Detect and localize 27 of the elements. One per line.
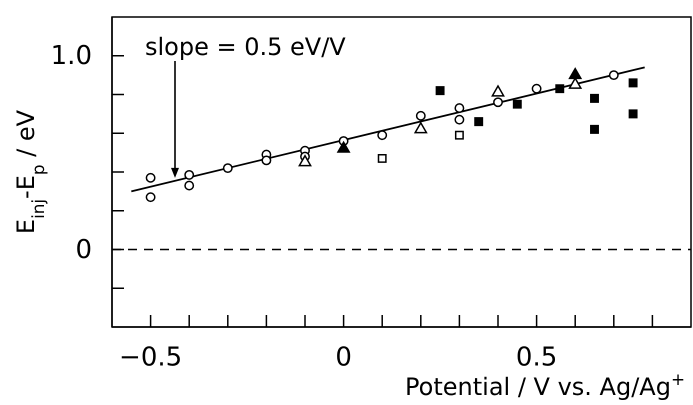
- point: [628, 78, 638, 88]
- annotation: slope = 0.5 eV/V: [145, 33, 346, 61]
- point: [416, 110, 426, 121]
- point: [474, 117, 484, 126]
- point: [454, 130, 464, 140]
- point: [436, 86, 445, 96]
- point: [377, 130, 388, 140]
- point: [493, 97, 503, 108]
- point: [261, 155, 272, 166]
- x-tick-label: −0.5: [119, 342, 182, 372]
- point: [512, 100, 522, 109]
- x-tick-label: 0: [335, 342, 352, 372]
- point: [146, 192, 156, 202]
- point: [454, 103, 464, 113]
- point: [146, 172, 156, 183]
- point: [222, 163, 233, 174]
- point: [378, 154, 387, 163]
- point: [608, 70, 619, 80]
- point: [590, 124, 599, 134]
- point: [454, 114, 464, 125]
- point: [590, 94, 599, 103]
- point: [532, 84, 542, 94]
- y-tick-label: 1.0: [50, 41, 92, 72]
- point: [184, 170, 194, 180]
- point: [555, 84, 564, 94]
- point: [184, 180, 194, 190]
- point: [628, 109, 638, 118]
